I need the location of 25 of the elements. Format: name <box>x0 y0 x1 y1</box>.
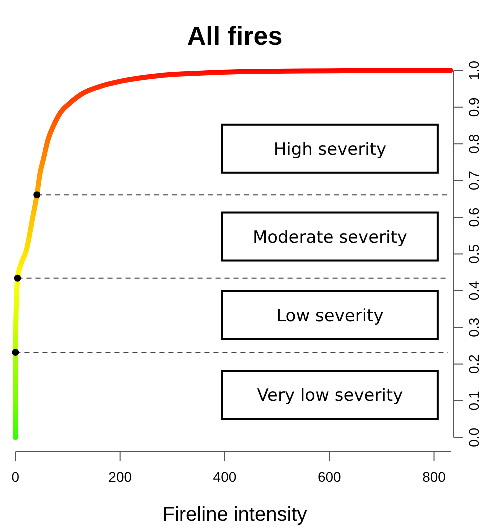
y-tick-label: 0.6 <box>466 208 482 228</box>
annotation: High severity <box>274 140 387 160</box>
x-tick-label: 400 <box>213 469 237 485</box>
point <box>12 349 20 356</box>
x-tick-label: 600 <box>318 469 342 485</box>
point <box>14 274 22 282</box>
y-tick-label: 0.4 <box>466 280 482 301</box>
x-tick-label: 800 <box>422 469 446 485</box>
annotation: Moderate severity <box>252 228 408 248</box>
chart-title: All fires <box>187 21 283 51</box>
y-tick-label: 0.5 <box>466 244 482 264</box>
y-tick-label: 0.1 <box>466 391 482 411</box>
y-tick-label: 1.0 <box>466 60 482 80</box>
y-tick-label: 0.9 <box>466 97 482 118</box>
x-tick-label: 0 <box>12 469 20 485</box>
point <box>34 192 41 199</box>
y-tick-label: 0.2 <box>466 354 482 374</box>
y-tick-label: 0.8 <box>466 134 482 154</box>
y-tick-label: 0.7 <box>466 170 482 191</box>
x-tick-label: 200 <box>108 469 132 485</box>
y-tick-label: 0.0 <box>466 428 482 448</box>
annotation: Low severity <box>276 306 384 326</box>
annotation: Very low severity <box>257 386 404 406</box>
y-tick-label: 0.3 <box>466 318 482 338</box>
x-axis-title: Fireline intensity <box>162 504 308 526</box>
